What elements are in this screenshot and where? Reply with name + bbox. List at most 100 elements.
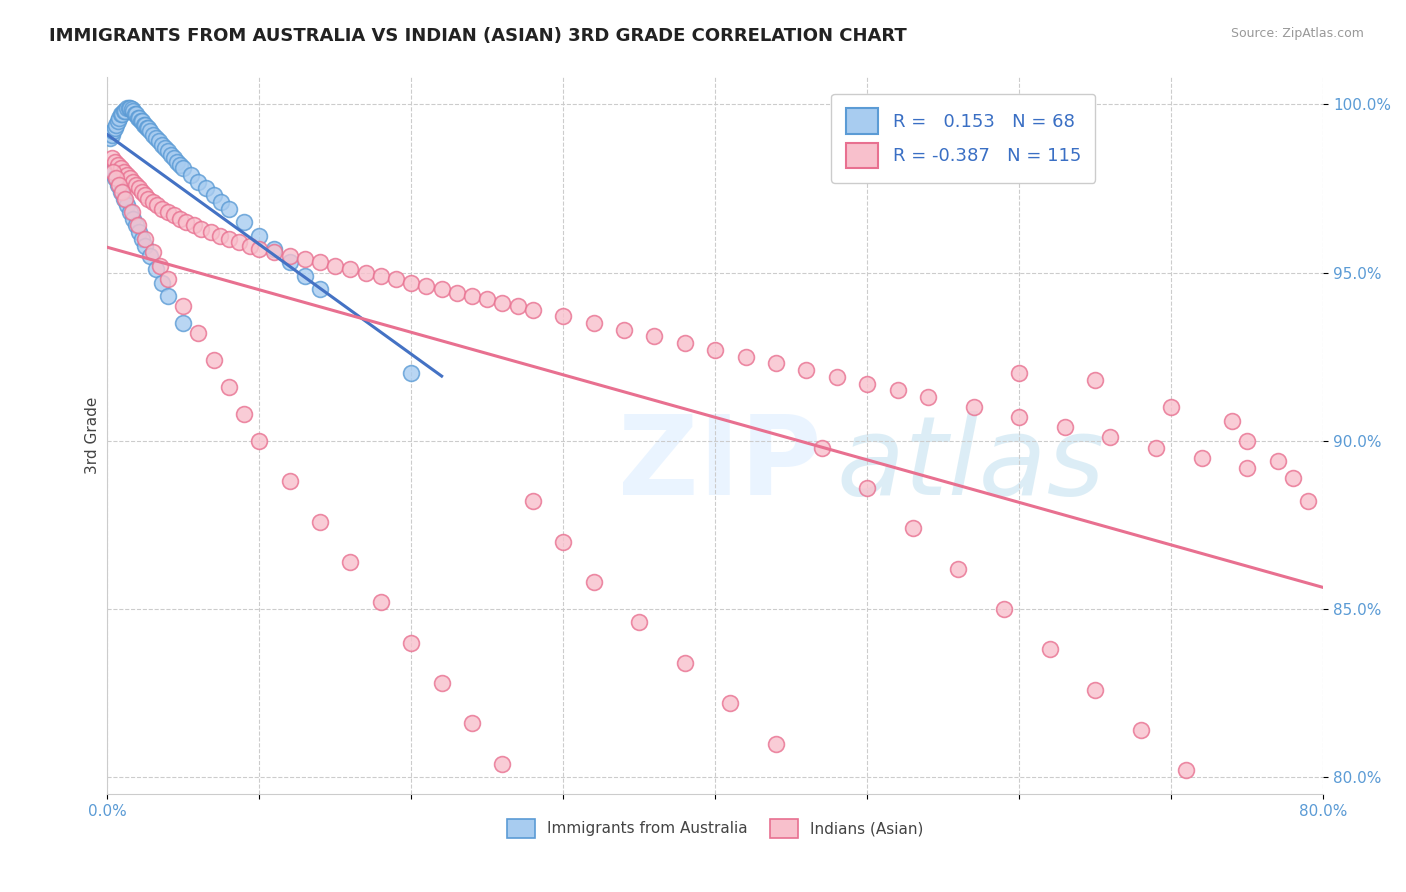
Point bbox=[107, 178, 129, 193]
Point bbox=[209, 194, 232, 209]
Point bbox=[247, 228, 270, 243]
Point bbox=[127, 111, 149, 125]
Point bbox=[122, 104, 145, 119]
Point bbox=[101, 164, 124, 178]
Point bbox=[399, 367, 422, 381]
Point bbox=[1008, 367, 1031, 381]
Point bbox=[582, 316, 605, 330]
Point bbox=[218, 232, 240, 246]
Point bbox=[886, 384, 908, 398]
Point bbox=[202, 353, 225, 368]
Point bbox=[134, 118, 156, 132]
Point bbox=[190, 222, 212, 236]
Point bbox=[105, 171, 128, 186]
Point bbox=[399, 276, 422, 290]
Point bbox=[169, 158, 191, 172]
Text: Source: ZipAtlas.com: Source: ZipAtlas.com bbox=[1230, 27, 1364, 40]
Point bbox=[136, 120, 159, 135]
Point bbox=[1144, 441, 1167, 455]
Point bbox=[172, 299, 194, 313]
Point bbox=[218, 202, 240, 216]
Point bbox=[477, 293, 499, 307]
Point bbox=[118, 205, 141, 219]
Point bbox=[1282, 471, 1305, 485]
Point bbox=[247, 242, 270, 256]
Point bbox=[101, 128, 124, 142]
Point bbox=[1129, 723, 1152, 737]
Point bbox=[150, 202, 173, 216]
Text: IMMIGRANTS FROM AUSTRALIA VS INDIAN (ASIAN) 3RD GRADE CORRELATION CHART: IMMIGRANTS FROM AUSTRALIA VS INDIAN (ASI… bbox=[49, 27, 907, 45]
Point bbox=[174, 215, 197, 229]
Point bbox=[122, 175, 145, 189]
Point bbox=[825, 369, 848, 384]
Point bbox=[112, 164, 135, 178]
Point bbox=[172, 161, 194, 176]
Point bbox=[917, 390, 939, 404]
Point bbox=[104, 120, 127, 135]
Point bbox=[430, 282, 453, 296]
Point bbox=[122, 211, 145, 226]
Point bbox=[157, 145, 180, 159]
Point bbox=[339, 262, 361, 277]
Point bbox=[430, 676, 453, 690]
Point bbox=[183, 219, 205, 233]
Point bbox=[491, 756, 513, 771]
Point bbox=[856, 481, 879, 495]
Point bbox=[628, 615, 651, 630]
Point bbox=[125, 219, 148, 233]
Point bbox=[1191, 450, 1213, 465]
Point bbox=[139, 124, 162, 138]
Point bbox=[294, 252, 316, 266]
Point bbox=[118, 171, 141, 186]
Point bbox=[553, 310, 575, 324]
Point bbox=[673, 336, 696, 351]
Point bbox=[239, 238, 262, 252]
Point bbox=[134, 188, 156, 202]
Point bbox=[309, 282, 332, 296]
Point bbox=[103, 164, 125, 178]
Point bbox=[309, 515, 332, 529]
Point bbox=[948, 561, 970, 575]
Point bbox=[125, 107, 148, 121]
Point bbox=[339, 555, 361, 569]
Point bbox=[110, 161, 132, 176]
Point bbox=[172, 316, 194, 330]
Point bbox=[673, 656, 696, 670]
Point bbox=[247, 434, 270, 448]
Point bbox=[218, 380, 240, 394]
Point bbox=[901, 521, 924, 535]
Point bbox=[107, 114, 129, 128]
Point bbox=[765, 737, 787, 751]
Point bbox=[114, 104, 136, 119]
Point bbox=[810, 441, 832, 455]
Point bbox=[148, 134, 170, 148]
Point bbox=[134, 232, 156, 246]
Point bbox=[1053, 420, 1076, 434]
Point bbox=[157, 272, 180, 286]
Point bbox=[582, 575, 605, 590]
Point bbox=[294, 268, 316, 283]
Point bbox=[107, 158, 129, 172]
Point bbox=[132, 118, 155, 132]
Point bbox=[131, 114, 153, 128]
Point bbox=[146, 198, 169, 212]
Point bbox=[720, 696, 742, 710]
Point bbox=[115, 198, 138, 212]
Point bbox=[200, 225, 222, 239]
Point bbox=[263, 242, 285, 256]
Point bbox=[1236, 434, 1258, 448]
Point bbox=[522, 302, 544, 317]
Point bbox=[111, 185, 134, 199]
Point bbox=[1039, 642, 1062, 657]
Point bbox=[415, 279, 437, 293]
Point bbox=[208, 228, 231, 243]
Point bbox=[461, 716, 484, 731]
Point bbox=[129, 114, 152, 128]
Point bbox=[446, 285, 468, 300]
Point bbox=[278, 474, 301, 488]
Point bbox=[112, 192, 135, 206]
Text: ZIP: ZIP bbox=[619, 411, 821, 518]
Point bbox=[963, 400, 986, 414]
Point bbox=[145, 262, 167, 277]
Point bbox=[323, 259, 346, 273]
